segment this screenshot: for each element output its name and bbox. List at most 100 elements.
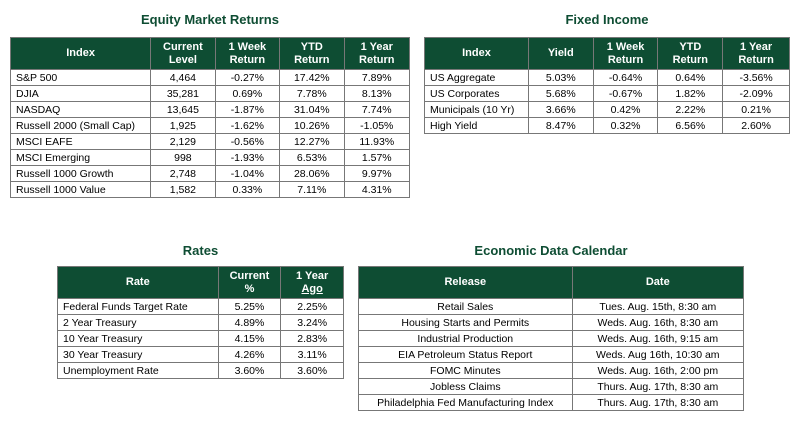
calendar-row: Housing Starts and Permits Weds. Aug. 16t… bbox=[358, 314, 745, 331]
equity-row-cell: MSCI Emerging bbox=[9, 149, 152, 166]
rates-header-1-year-ago: 1 Year Ago bbox=[280, 266, 344, 299]
rates-row-cell: 30 Year Treasury bbox=[57, 346, 219, 363]
calendar-section-title: Economic Data Calendar bbox=[474, 243, 628, 258]
equity-row: Russell 1000 Value 1,582 0.33% 7.11% 4.31% bbox=[9, 181, 411, 198]
equity-row-cell: DJIA bbox=[9, 85, 152, 102]
fixed-income-row-cell: 0.21% bbox=[722, 101, 790, 118]
calendar-row-cell: Thurs. Aug. 17th, 8:30 am bbox=[571, 378, 745, 395]
fixed-income-row-cell: 2.22% bbox=[657, 101, 724, 118]
equity-header-index: Index bbox=[9, 37, 152, 70]
equity-header-current-level: Current Level bbox=[150, 37, 216, 70]
equity-row-cell: 2,748 bbox=[150, 165, 216, 182]
rates-row-cell: 2.83% bbox=[280, 330, 344, 347]
equity-row: MSCI Emerging 998 -1.93% 6.53% 1.57% bbox=[9, 149, 411, 166]
equity-row-cell: 35,281 bbox=[150, 85, 216, 102]
fixed-income-row-cell: 8.47% bbox=[527, 117, 594, 134]
equity-row-cell: 0.33% bbox=[214, 181, 281, 198]
equity-row-cell: Russell 2000 (Small Cap) bbox=[9, 117, 152, 134]
rates-row: Unemployment Rate 3.60% 3.60% bbox=[57, 362, 344, 379]
equity-row-cell: -1.05% bbox=[343, 117, 411, 134]
fixed-income-row-cell: -3.56% bbox=[722, 69, 790, 86]
equity-row-cell: Russell 1000 Value bbox=[9, 181, 152, 198]
fixed-income-row-cell: US Aggregate bbox=[424, 69, 529, 86]
rates-header-rate: Rate bbox=[57, 266, 219, 299]
equity-row-cell: 4.31% bbox=[343, 181, 411, 198]
calendar-row-cell: Housing Starts and Permits bbox=[358, 314, 573, 331]
rates-row-cell: 2 Year Treasury bbox=[57, 314, 219, 331]
fixed-income-row-cell: High Yield bbox=[424, 117, 529, 134]
equity-row: S&P 500 4,464 -0.27% 17.42% 7.89% bbox=[9, 69, 411, 86]
equity-row-cell: -1.87% bbox=[214, 101, 281, 118]
equity-row-cell: 7.78% bbox=[279, 85, 345, 102]
fixed-income-row-cell: 3.66% bbox=[527, 101, 594, 118]
equity-header-1-week-return: 1 Week Return bbox=[214, 37, 281, 70]
equity-row-cell: -1.93% bbox=[214, 149, 281, 166]
fixed-income-row-cell: 6.56% bbox=[657, 117, 724, 134]
equity-row-cell: 1,582 bbox=[150, 181, 216, 198]
fixed-header-1-week-return: 1 Week Return bbox=[592, 37, 659, 70]
calendar-row-cell: Jobless Claims bbox=[358, 378, 573, 395]
calendar-row: Industrial Production Weds. Aug. 16th, 9:… bbox=[358, 330, 745, 347]
rates-row-cell: Federal Funds Target Rate bbox=[57, 298, 219, 315]
rates-section-title: Rates bbox=[182, 243, 219, 258]
rates-row-cell: 5.25% bbox=[217, 298, 282, 315]
fixed-income-row-cell: -2.09% bbox=[722, 85, 790, 102]
calendar-row-cell: FOMC Minutes bbox=[358, 362, 573, 379]
equity-row-cell: MSCI EAFE bbox=[9, 133, 152, 150]
equity-row: NASDAQ 13,645 -1.87% 31.04% 7.74% bbox=[9, 101, 411, 118]
equity-row-cell: 28.06% bbox=[279, 165, 345, 182]
calendar-row: EIA Petroleum Status Report Weds. Aug 16t… bbox=[358, 346, 745, 363]
equity-row-cell: 0.69% bbox=[214, 85, 281, 102]
fixed-income-row-cell: 0.64% bbox=[657, 69, 724, 86]
fixed-income-row-cell: US Corporates bbox=[424, 85, 529, 102]
equity-row-cell: 7.11% bbox=[279, 181, 345, 198]
fixed-income-row: Municipals (10 Yr) 3.66% 0.42% 2.22% 0.21% bbox=[424, 101, 790, 118]
calendar-row: Jobless Claims Thurs. Aug. 17th, 8:30 am bbox=[358, 378, 745, 395]
rates-row-cell: 4.26% bbox=[217, 346, 282, 363]
equity-row: Russell 2000 (Small Cap) 1,925 -1.62% 10.26… bbox=[9, 117, 411, 134]
equity-row-cell: 6.53% bbox=[279, 149, 345, 166]
calendar-row-cell: Weds. Aug. 16th, 8:30 am bbox=[571, 314, 745, 331]
calendar-row-cell: Weds. Aug. 16th, 2:00 pm bbox=[571, 362, 745, 379]
fixed-income-row-cell: 0.32% bbox=[592, 117, 659, 134]
equity-row-cell: 1.57% bbox=[343, 149, 411, 166]
fixed-header-index: Index bbox=[424, 37, 529, 70]
rates-table: Rate Current% 1 Year Ago Federal Funds Ta… bbox=[57, 266, 344, 379]
calendar-row-cell: Industrial Production bbox=[358, 330, 573, 347]
equity-row-cell: -1.62% bbox=[214, 117, 281, 134]
rates-row: 10 Year Treasury 4.15% 2.83% bbox=[57, 330, 344, 347]
rates-row-cell: 3.60% bbox=[280, 362, 344, 379]
calendar-header-date: Date bbox=[571, 266, 745, 299]
fixed-income-row-cell: 2.60% bbox=[722, 117, 790, 134]
calendar-row: Philadelphia Fed Manufacturing Index Thur… bbox=[358, 394, 745, 411]
fixed-income-row-cell: 0.42% bbox=[592, 101, 659, 118]
equity-row: MSCI EAFE 2,129 -0.56% 12.27% 11.93% bbox=[9, 133, 411, 150]
equity-row-cell: 7.89% bbox=[343, 69, 411, 86]
equity-row-cell: 8.13% bbox=[343, 85, 411, 102]
fixed-income-row-cell: -0.64% bbox=[592, 69, 659, 86]
equity-row-cell: 2,129 bbox=[150, 133, 216, 150]
fixed-income-row-cell: 1.82% bbox=[657, 85, 724, 102]
calendar-table: Release Date Retail Sales Tues. Aug. 15th… bbox=[358, 266, 745, 411]
equity-row-cell: S&P 500 bbox=[9, 69, 152, 86]
equity-row-cell: -1.04% bbox=[214, 165, 281, 182]
equity-table: Index Current Level 1 Week Return YTD Retur… bbox=[9, 37, 411, 198]
calendar-row-cell: Weds. Aug 16th, 10:30 am bbox=[571, 346, 745, 363]
equity-row-cell: NASDAQ bbox=[9, 101, 152, 118]
calendar-row-cell: Thurs. Aug. 17th, 8:30 am bbox=[571, 394, 745, 411]
fixed-income-row: High Yield 8.47% 0.32% 6.56% 2.60% bbox=[424, 117, 790, 134]
calendar-row: Retail Sales Tues. Aug. 15th, 8:30 am bbox=[358, 298, 745, 315]
equity-row-cell: 11.93% bbox=[343, 133, 411, 150]
rates-row: 2 Year Treasury 4.89% 3.24% bbox=[57, 314, 344, 331]
fixed-income-row: US Corporates 5.68% -0.67% 1.82% -2.09% bbox=[424, 85, 790, 102]
equity-row-cell: 17.42% bbox=[279, 69, 345, 86]
equity-row: Russell 1000 Growth 2,748 -1.04% 28.06% 9.97… bbox=[9, 165, 411, 182]
rates-row: Federal Funds Target Rate 5.25% 2.25% bbox=[57, 298, 344, 315]
rates-row-cell: 10 Year Treasury bbox=[57, 330, 219, 347]
rates-row-cell: Unemployment Rate bbox=[57, 362, 219, 379]
fixed-header-ytd-return: YTD Return bbox=[657, 37, 724, 70]
calendar-row-cell: Retail Sales bbox=[358, 298, 573, 315]
rates-row: 30 Year Treasury 4.26% 3.11% bbox=[57, 346, 344, 363]
fixed-income-row-cell: -0.67% bbox=[592, 85, 659, 102]
fixed-header-1-year-return: 1 Year Return bbox=[722, 37, 790, 70]
